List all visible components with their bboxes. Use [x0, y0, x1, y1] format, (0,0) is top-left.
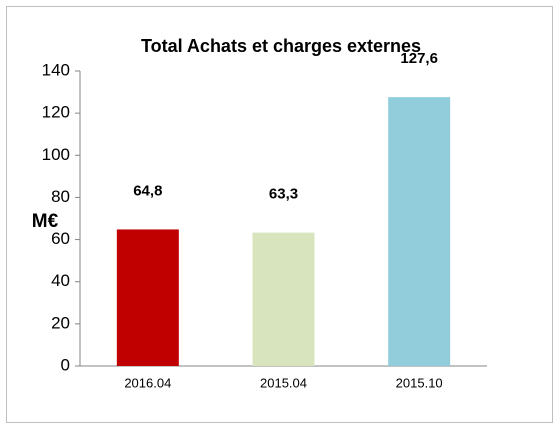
y-tick-label: 0	[61, 355, 70, 374]
x-tick-label: 2015.04	[260, 375, 307, 390]
y-tick-label: 80	[51, 187, 70, 206]
bar	[116, 229, 179, 366]
x-tick-label: 2016.04	[124, 375, 171, 390]
y-tick-label: 20	[51, 313, 70, 332]
y-tick-label: 140	[42, 60, 70, 79]
x-tick-label: 2015.10	[396, 375, 443, 390]
chart-title: Total Achats et charges externes	[141, 36, 421, 56]
bar	[388, 97, 451, 366]
data-label: 127,6	[400, 50, 438, 67]
y-tick-label: 60	[51, 229, 70, 248]
y-tick-label: 100	[42, 145, 70, 164]
y-tick-label: 120	[42, 103, 70, 122]
y-axis-label: M€	[32, 211, 59, 232]
bar	[252, 232, 315, 366]
data-label: 63,3	[269, 186, 298, 203]
y-tick-label: 40	[51, 271, 70, 290]
data-label: 64,8	[133, 182, 162, 199]
